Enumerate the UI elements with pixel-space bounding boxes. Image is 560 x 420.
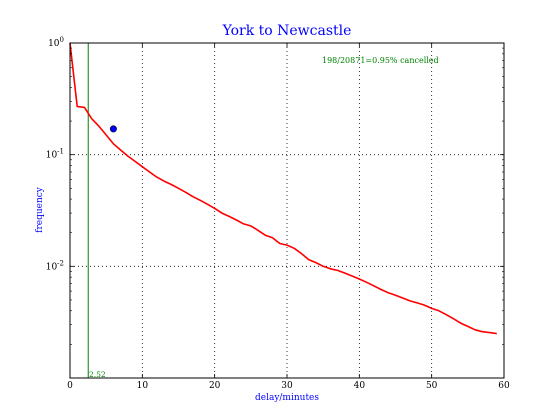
series-group	[69, 42, 497, 335]
cancelled-annotation: 198/20871=0.95% cancelled	[322, 56, 439, 65]
y-tick-label: 10-2	[46, 259, 64, 272]
mean-line-label: 2.52	[89, 370, 106, 379]
tick-group: 0 10 20 30 40 50 60 100 10-1 10-2	[46, 36, 510, 391]
x-tick-label: 30	[281, 381, 293, 391]
y-axis-label: frequency	[35, 186, 45, 233]
x-tick-label: 60	[498, 381, 510, 391]
series-line	[69, 42, 497, 335]
marker-point	[109, 125, 117, 133]
x-tick-label: 0	[67, 381, 73, 391]
x-tick-label: 20	[209, 381, 221, 391]
x-tick-label: 50	[426, 381, 438, 391]
marker-group	[109, 125, 117, 133]
x-tick-label: 10	[137, 381, 149, 391]
y-tick-label: 10-1	[46, 148, 64, 161]
x-tick-label: 40	[354, 381, 366, 391]
grid-lines	[70, 43, 504, 378]
x-axis-label: delay/minutes	[255, 393, 319, 403]
chart-title: York to Newcastle	[222, 23, 352, 39]
y-tick-label: 100	[48, 36, 64, 49]
